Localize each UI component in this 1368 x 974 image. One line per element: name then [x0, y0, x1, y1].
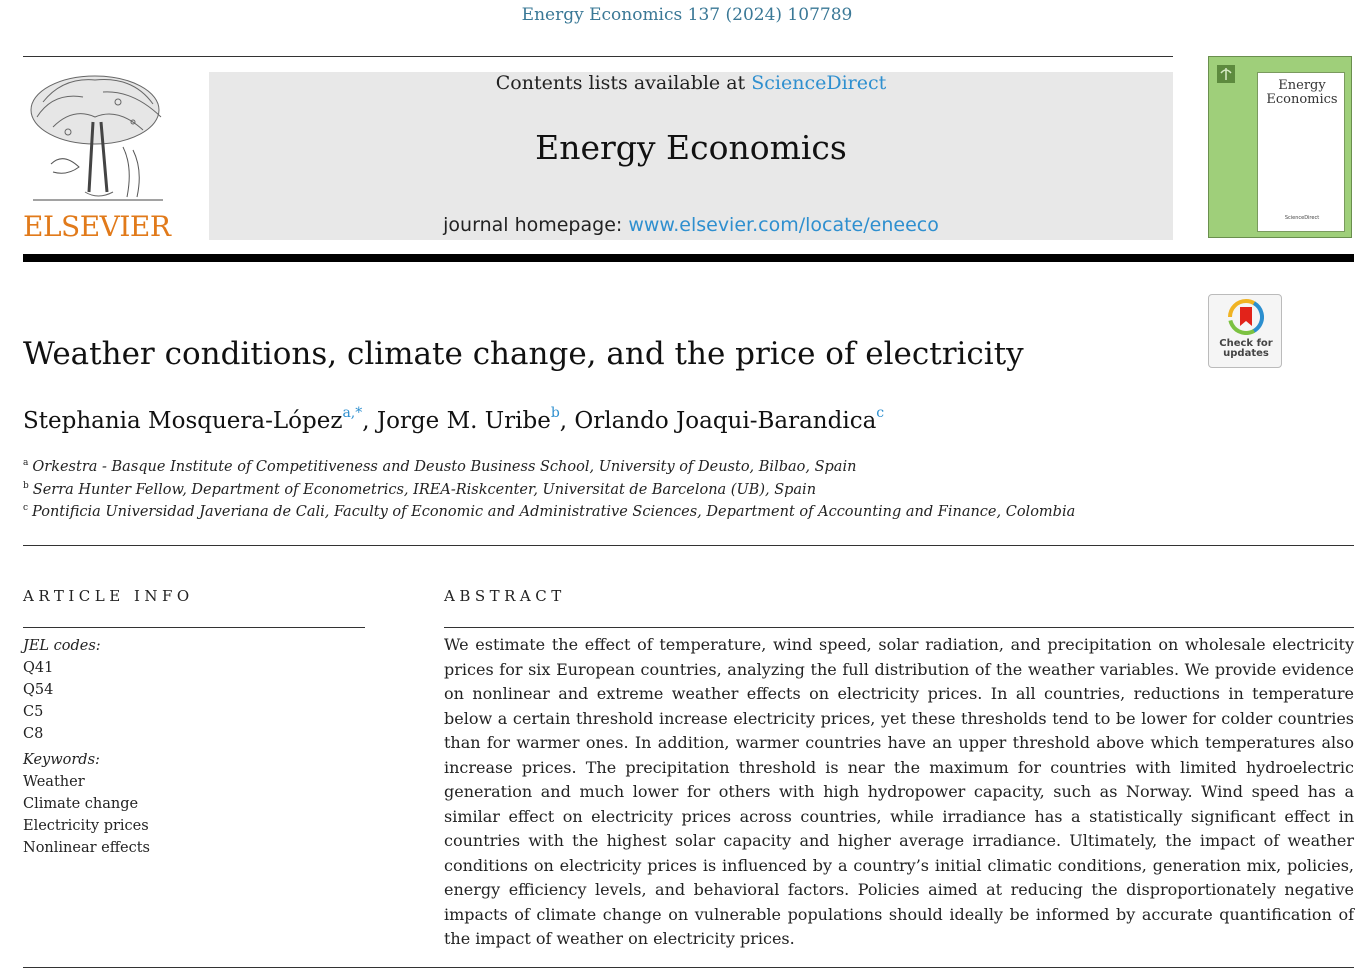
- author-affiliation-mark[interactable]: c: [876, 405, 885, 421]
- article-info-list: JEL codes: Q41 Q54 C5 C8 Keywords: Weath…: [23, 635, 363, 859]
- keyword: Climate change: [23, 796, 139, 812]
- author-name[interactable]: Jorge M. Uribe: [376, 408, 551, 434]
- abstract-text: We estimate the effect of temperature, w…: [444, 635, 1354, 948]
- journal-banner: Contents lists available at ScienceDirec…: [209, 72, 1173, 240]
- affiliation: a Orkestra - Basque Institute of Competit…: [23, 458, 856, 475]
- cover-title-line2: Economics: [1266, 92, 1338, 107]
- elsevier-logo[interactable]: ELSEVIER: [23, 72, 173, 243]
- contents-line: Contents lists available at ScienceDirec…: [209, 72, 1173, 94]
- affiliations-rule: [23, 545, 1354, 546]
- cover-title-line1: Energy: [1278, 78, 1326, 93]
- header-rule-thick: [23, 254, 1354, 262]
- header-rule-top: [23, 56, 1173, 57]
- affiliation-text: Orkestra - Basque Institute of Competiti…: [32, 459, 857, 475]
- homepage-link[interactable]: www.elsevier.com/locate/eneeco: [628, 214, 939, 236]
- check-updates-badge-icon: [1228, 299, 1264, 335]
- affiliation-mark: a: [23, 458, 29, 468]
- affiliation-text: Pontificia Universidad Javeriana de Cali…: [32, 504, 1076, 520]
- homepage-prefix: journal homepage:: [443, 214, 623, 236]
- jel-code: C8: [23, 726, 44, 742]
- jel-code: Q41: [23, 660, 54, 676]
- affiliation-text: Serra Hunter Fellow, Department of Econo…: [32, 482, 817, 498]
- jel-code: C5: [23, 704, 44, 720]
- elsevier-tree-icon: [30, 75, 163, 201]
- sciencedirect-link[interactable]: ScienceDirect: [751, 72, 887, 94]
- cover-panel: Energy Economics ScienceDirect: [1257, 72, 1345, 232]
- author-name[interactable]: Orlando Joaqui-Barandica: [574, 408, 877, 434]
- footer-rule: [23, 967, 1354, 968]
- journal-name: Energy Economics: [535, 128, 847, 167]
- jel-codes-label: JEL codes:: [23, 638, 101, 654]
- elsevier-small-logo-icon: [1217, 65, 1235, 83]
- author-name[interactable]: Stephania Mosquera-López: [23, 408, 343, 434]
- jel-code: Q54: [23, 682, 54, 698]
- author-affiliation-mark[interactable]: b: [550, 405, 560, 421]
- abstract-rule: [444, 627, 1354, 628]
- keyword: Weather: [23, 774, 85, 790]
- cover-foot: ScienceDirect: [1284, 215, 1320, 221]
- journal-cover-thumbnail[interactable]: Energy Economics ScienceDirect: [1208, 56, 1352, 238]
- affiliation: b Serra Hunter Fellow, Department of Econ…: [23, 481, 816, 498]
- affiliation: c Pontificia Universidad Javeriana de Cal…: [23, 503, 1075, 520]
- keyword: Nonlinear effects: [23, 840, 150, 856]
- check-for-updates-button[interactable]: Check for updates: [1208, 294, 1282, 368]
- check-updates-line1: Check for: [1219, 338, 1273, 349]
- contents-prefix: Contents lists available at: [495, 72, 746, 94]
- affiliation-mark: b: [23, 481, 29, 491]
- cover-title: Energy Economics: [1258, 79, 1346, 107]
- check-updates-line2: updates: [1223, 348, 1269, 359]
- abstract-heading: ABSTRACT: [444, 587, 566, 605]
- affiliation-mark: c: [23, 503, 29, 513]
- homepage-line: journal homepage: www.elsevier.com/locat…: [209, 214, 1173, 236]
- keyword: Electricity prices: [23, 818, 149, 834]
- elsevier-wordmark: ELSEVIER: [23, 210, 171, 243]
- author-affiliation-mark[interactable]: a,*: [342, 405, 363, 421]
- article-title: Weather conditions, climate change, and …: [23, 336, 1024, 372]
- journal-citation[interactable]: Energy Economics 137 (2024) 107789: [521, 5, 853, 25]
- author-list: Stephania Mosquera-Lópeza,*, Jorge M. Ur…: [23, 405, 885, 434]
- check-updates-label: Check for updates: [1209, 339, 1283, 359]
- article-info-rule: [23, 627, 365, 628]
- article-info-heading: ARTICLE INFO: [23, 587, 194, 605]
- keywords-label: Keywords:: [23, 752, 100, 768]
